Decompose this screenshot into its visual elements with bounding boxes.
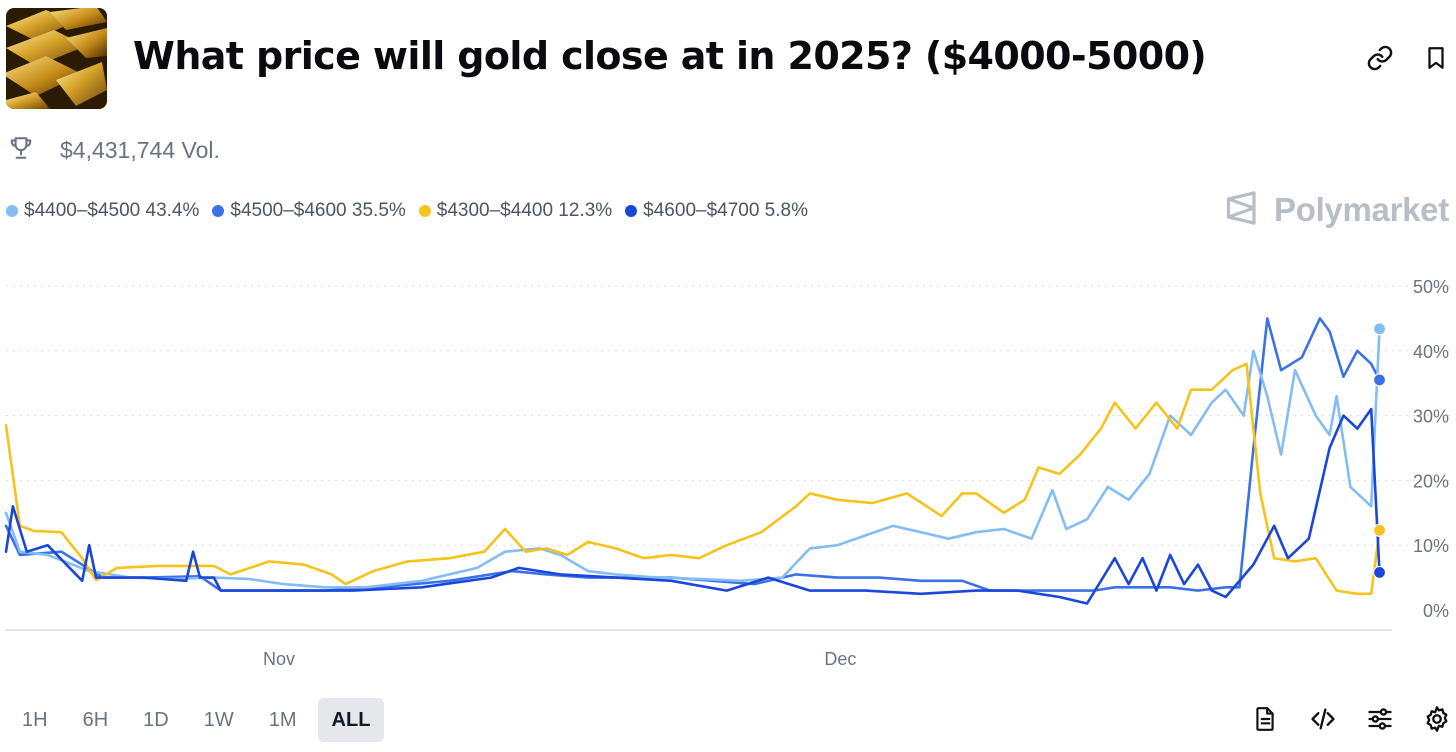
legend-item-4500-4600[interactable]: $4500–$4600 35.5% xyxy=(212,200,406,222)
legend-dot xyxy=(212,205,225,217)
x-tick-label: Dec xyxy=(824,649,856,669)
legend-label: $4300–$4400 12.3% xyxy=(436,200,613,221)
series-line-4400-4500[interactable] xyxy=(4,327,1381,589)
series-end-point-4400-4500 xyxy=(1372,322,1387,336)
trophy-icon xyxy=(8,134,34,167)
x-tick-label: Nov xyxy=(263,649,295,669)
market-title: What price will gold close at in 2025? (… xyxy=(133,34,1207,78)
legend-label: $4500–$4600 35.5% xyxy=(230,200,406,221)
series-line-4600-4700[interactable] xyxy=(4,407,1381,605)
code-icon[interactable] xyxy=(1306,702,1340,736)
series-end-point-4300-4400 xyxy=(1372,523,1387,537)
gear-icon[interactable] xyxy=(1420,702,1454,736)
legend-dot xyxy=(418,205,431,217)
y-tick-label: 30% xyxy=(1413,407,1449,427)
range-button-1h[interactable]: 1H xyxy=(22,708,48,731)
y-tick-label: 10% xyxy=(1413,536,1449,556)
legend-item-4300-4400[interactable]: $4300–$4400 12.3% xyxy=(418,200,613,222)
legend-dot xyxy=(6,205,18,217)
y-tick-label: 0% xyxy=(1423,601,1449,621)
brand-name: Polymarket xyxy=(1274,191,1449,228)
sliders-icon[interactable] xyxy=(1363,702,1397,736)
gold-bars-image xyxy=(6,8,107,109)
y-tick-label: 20% xyxy=(1413,471,1449,491)
legend-item-4600-4700[interactable]: $4600–$4700 5.8% xyxy=(625,200,808,222)
series-end-point-4500-4600 xyxy=(1372,373,1387,387)
series-end-point-4600-4700 xyxy=(1372,565,1387,580)
legend-label: $4600–$4700 5.8% xyxy=(643,200,808,221)
range-button-1d[interactable]: 1D xyxy=(143,708,169,731)
polymarket-brand: Polymarket xyxy=(1224,189,1449,232)
legend-dot xyxy=(625,205,638,217)
y-tick-label: 50% xyxy=(1413,277,1449,297)
polymarket-logo-icon xyxy=(1224,189,1260,232)
chart-legend: $4400–$4500 43.4% $4500–$4600 35.5% $4300–… xyxy=(6,196,821,226)
link-icon[interactable] xyxy=(1362,40,1398,76)
bookmark-icon[interactable] xyxy=(1418,40,1454,76)
price-chart[interactable]: 0% 10% 20% 30% 40% 50% Nov Dec xyxy=(0,260,1456,680)
legend-item-4400-4500[interactable]: $4400–$4500 43.4% xyxy=(6,200,199,222)
range-button-all[interactable]: ALL xyxy=(317,698,385,742)
time-range-selector: 1H 6H 1D 1W 1M ALL xyxy=(8,697,391,743)
range-button-1w[interactable]: 1W xyxy=(203,708,234,731)
document-icon[interactable] xyxy=(1248,702,1282,736)
series-line-4300-4400[interactable] xyxy=(4,362,1381,596)
series-line-4500-4600[interactable] xyxy=(4,317,1381,592)
legend-label: $4400–$4500 43.4% xyxy=(24,200,200,221)
range-button-1m[interactable]: 1M xyxy=(268,708,297,731)
volume-row: $4,431,744 Vol. xyxy=(8,134,220,166)
range-button-6h[interactable]: 6H xyxy=(82,708,109,731)
volume-text: $4,431,744 Vol. xyxy=(60,136,220,163)
y-tick-label: 40% xyxy=(1413,342,1449,362)
